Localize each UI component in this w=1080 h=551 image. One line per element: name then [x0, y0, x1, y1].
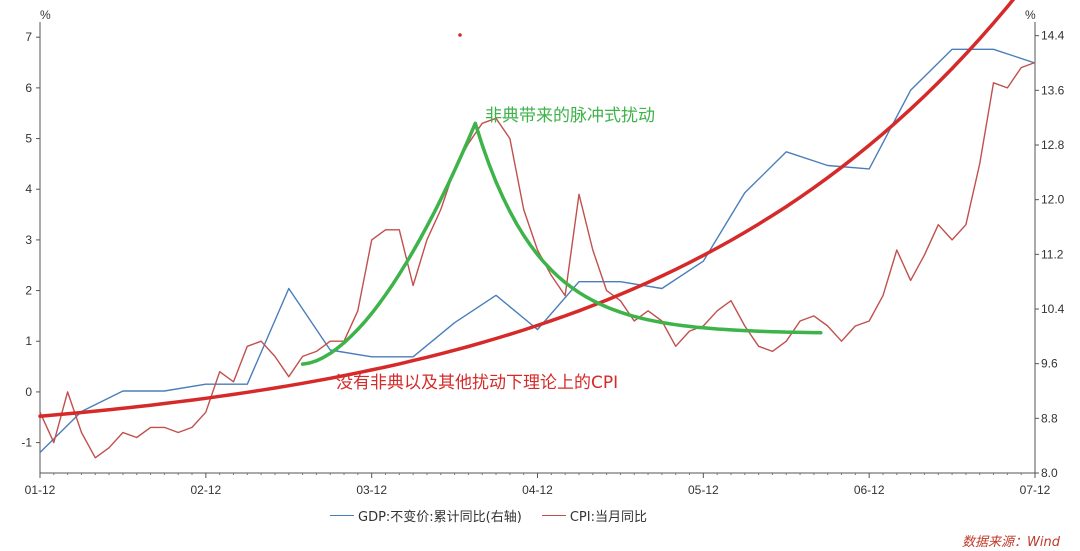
x-axis-tick-label: 03-12	[356, 483, 387, 497]
left-axis-tick-label: 3	[25, 233, 32, 247]
annotation-theoretical-cpi: 没有非典以及其他扰动下理论上的CPI	[336, 373, 618, 393]
x-axis-tick-label: 01-12	[25, 483, 56, 497]
x-axis-tick-label: 02-12	[190, 483, 221, 497]
right-axis-tick-label: 12.8	[1041, 138, 1065, 152]
right-axis-tick-label: 12.0	[1041, 193, 1065, 207]
right-axis-tick-label: 10.4	[1041, 302, 1065, 316]
sars-pulse-curve	[300, 121, 823, 366]
right-axis-tick-label: 9.6	[1041, 357, 1058, 371]
right-axis-tick-label: 8.0	[1041, 466, 1058, 480]
legend-label-cpi: CPI:当月同比	[569, 510, 647, 525]
right-axis-tick-label: 8.8	[1041, 411, 1058, 425]
right-axis-unit: %	[1025, 8, 1036, 22]
legend-swatch-cpi	[541, 515, 566, 516]
left-axis-tick-label: 5	[25, 132, 32, 146]
data-source-note: 数据来源：Wind	[962, 535, 1060, 550]
left-axis-tick-label: 4	[25, 182, 32, 196]
left-axis-unit: %	[40, 8, 51, 22]
left-axis-tick-label: 7	[25, 30, 32, 44]
marker-dot	[458, 33, 462, 37]
right-axis-tick-label: 11.2	[1041, 247, 1064, 261]
left-axis-tick-label: -1	[21, 436, 32, 450]
x-axis-tick-label: 07-12	[1020, 483, 1051, 497]
annotation-sars-pulse: 非典带来的脉冲式扰动	[485, 106, 655, 126]
x-axis-tick-label: 05-12	[688, 483, 719, 497]
legend-item-cpi: CPI:当月同比	[541, 506, 647, 525]
x-axis-tick-label: 04-12	[522, 483, 553, 497]
chart-legend: GDP:不变价:累计同比(右轴) CPI:当月同比	[330, 506, 661, 525]
theoretical-cpi-curve	[38, 0, 1016, 418]
left-axis-tick-label: 0	[25, 385, 32, 399]
right-axis-tick-label: 14.4	[1041, 29, 1065, 43]
right-axis-tick-label: 13.6	[1041, 83, 1065, 97]
left-axis-tick-label: 6	[25, 81, 32, 95]
legend-swatch-gdp	[330, 515, 354, 516]
x-axis-tick-label: 06-12	[854, 483, 885, 497]
legend-item-gdp: GDP:不变价:累计同比(右轴)	[330, 506, 522, 525]
cpi-line	[39, 61, 1036, 459]
left-axis-tick-label: 1	[25, 334, 32, 348]
legend-label-gdp: GDP:不变价:累计同比(右轴)	[358, 510, 522, 525]
gdp-line	[39, 48, 1036, 453]
left-axis-tick-label: 2	[25, 284, 32, 298]
